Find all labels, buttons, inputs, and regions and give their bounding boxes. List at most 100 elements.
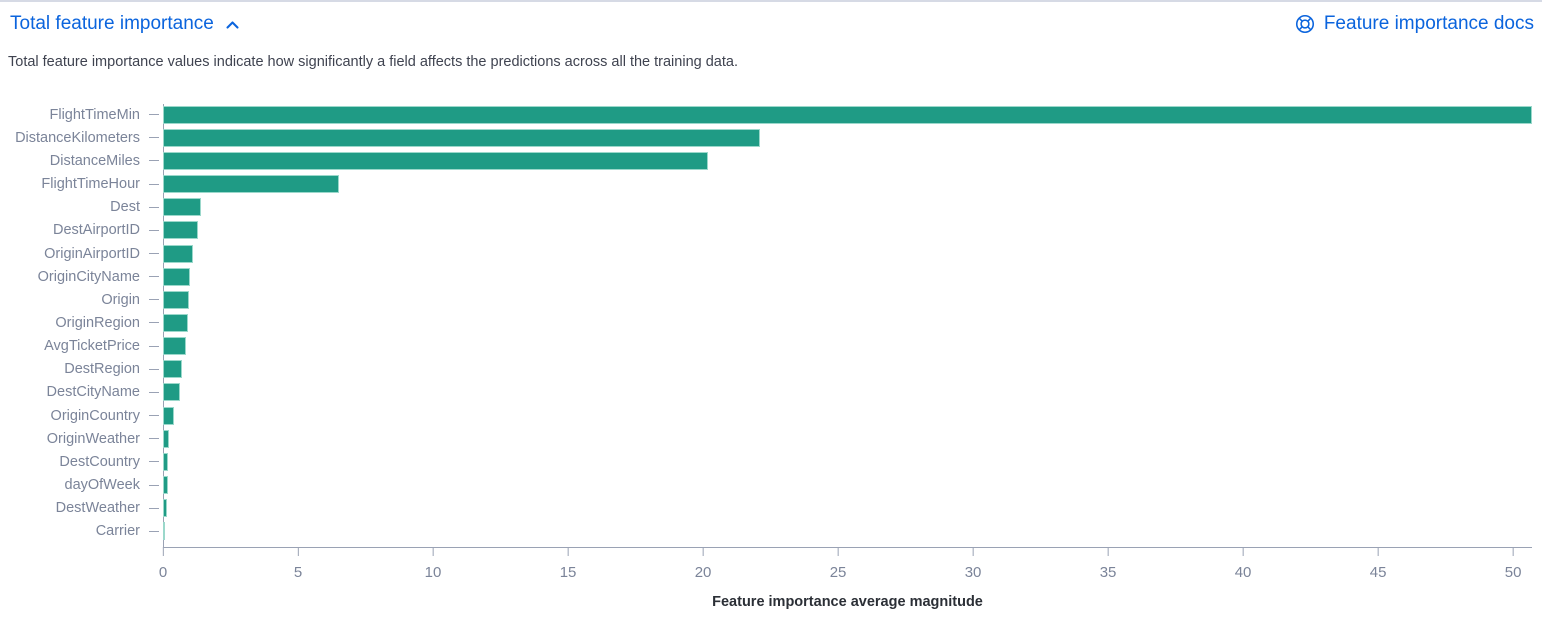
bar-track [163,452,1532,471]
x-axis-tick-label: 0 [158,564,168,581]
x-axis-tick-line [162,547,164,556]
bar [163,337,186,356]
y-axis-tick [149,461,159,463]
bar-row: DestWeather [0,497,1542,520]
x-axis-tick-label: 35 [1099,564,1117,581]
y-axis-label: AvgTicketPrice [44,338,140,355]
bar-track [163,383,1532,402]
y-axis-tick [149,415,159,417]
x-axis-tick-line [702,547,704,556]
bar [163,476,168,495]
bar [163,175,339,194]
y-axis-label: Origin [101,291,140,308]
x-axis-tick-line [972,547,974,556]
y-axis-label: dayOfWeek [64,477,141,494]
y-axis-label: DestRegion [64,361,140,378]
y-axis-tick [149,160,159,162]
x-axis-tick: 25 [829,547,847,581]
y-axis-tick [149,484,159,486]
y-axis-label: DestCityName [46,384,140,401]
x-axis-line: 0 5 10 15 20 25 30 35 40 45 50 [159,547,1532,581]
bar-track [163,267,1532,286]
x-axis-tick: 35 [1099,547,1117,581]
feature-importance-docs-link[interactable]: Feature importance docs [1295,13,1534,35]
bar-track [163,198,1532,217]
bar [163,267,190,286]
bar [163,452,169,471]
bar-track [163,406,1532,425]
x-axis-tick-line [297,547,299,556]
bar [163,406,175,425]
y-axis-tick [149,137,159,139]
x-axis-tick: 40 [1235,547,1251,581]
bar-row: Carrier [0,520,1542,543]
y-axis-tick [149,322,159,324]
bar-track [163,476,1532,495]
help-icon [1295,14,1314,34]
docs-link-label: Feature importance docs [1323,13,1534,34]
bar [163,151,709,170]
feature-importance-chart: FlightTimeMin DistanceKilometers DistanceM… [0,103,1542,618]
x-axis-tick-label: 10 [424,564,442,581]
bar [163,313,188,332]
x-axis-tick-label: 50 [1504,564,1522,581]
x-axis-tick: 0 [159,547,167,581]
y-axis-label: DestAirportID [52,222,140,239]
x-axis-tick-line [1107,547,1109,556]
bar-row: DestCityName [0,381,1542,404]
bar [163,198,201,217]
panel-description: Total feature importance values indicate… [8,54,738,70]
y-axis-tick [149,253,159,255]
y-axis-tick [149,229,159,231]
y-axis-label: FlightTimeHour [41,176,140,193]
x-axis-title: Feature importance average magnitude [712,594,983,610]
bar [163,105,1532,124]
x-axis-tick-label: 30 [964,564,982,581]
y-axis-label: DestWeather [55,500,140,517]
bar-row: FlightTimeHour [0,172,1542,195]
bar-track [163,151,1532,170]
total-feature-importance-toggle[interactable]: Total feature importance [10,13,240,35]
bar-row: OriginWeather [0,427,1542,450]
x-axis-tick-line [1242,547,1244,556]
bar [163,221,199,240]
y-axis-tick [149,438,159,440]
bar-row: DestCountry [0,450,1542,473]
bar-track [163,105,1532,124]
bar-row: OriginAirportID [0,242,1542,265]
bar-row: DestAirportID [0,219,1542,242]
y-axis-tick [149,507,159,509]
x-axis-tick: 30 [964,547,982,581]
y-axis-label: DistanceMiles [49,152,140,169]
x-axis-tick-label: 15 [559,564,577,581]
bar [163,244,193,263]
bar [163,383,181,402]
y-axis-label: OriginCityName [37,268,140,285]
y-axis-label: OriginWeather [46,430,140,447]
x-axis-tick-line [1512,547,1514,556]
bar [163,360,183,379]
y-axis-tick [149,368,159,370]
bar-row: FlightTimeMin [0,103,1542,126]
bar-track [163,429,1532,448]
y-axis-label: DistanceKilometers [15,129,140,146]
bar [163,429,169,448]
x-axis-tick: 10 [424,547,442,581]
bar-track [163,290,1532,309]
x-axis-tick-label: 25 [829,564,847,581]
bar-track [163,221,1532,240]
x-axis-tick: 5 [294,547,302,581]
y-axis-label: FlightTimeMin [49,106,140,123]
bar-rows: FlightTimeMin DistanceKilometers DistanceM… [0,103,1542,543]
bar-track [163,337,1532,356]
y-axis-label: DestCountry [59,453,140,470]
bar-row: Origin [0,288,1542,311]
bar-track [163,313,1532,332]
y-axis-tick [149,345,159,347]
bar-row: dayOfWeek [0,474,1542,497]
y-axis-label: OriginRegion [55,314,140,331]
panel-title: Total feature importance [10,13,214,34]
bar-row: AvgTicketPrice [0,335,1542,358]
x-axis-tick: 45 [1370,547,1386,581]
